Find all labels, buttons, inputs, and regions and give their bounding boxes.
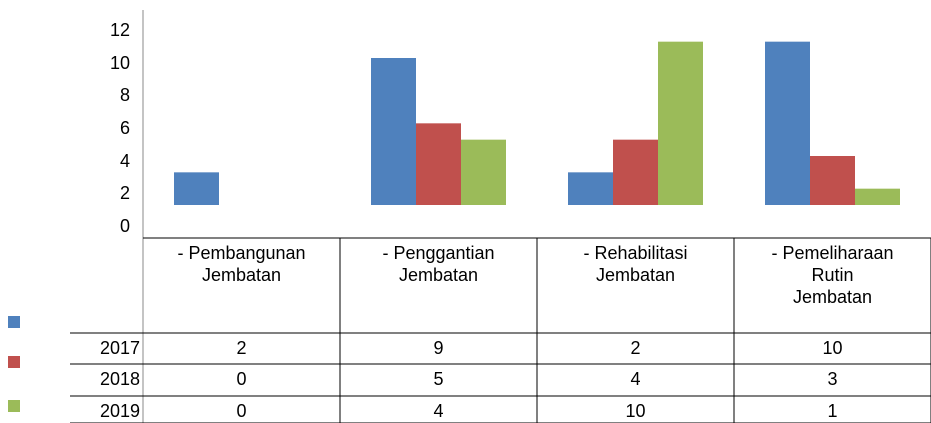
bar bbox=[810, 156, 855, 205]
table-cell: 10 bbox=[822, 338, 843, 358]
bar bbox=[658, 41, 703, 205]
series-name: 2018 bbox=[99, 369, 140, 389]
series-name: 2019 bbox=[99, 401, 140, 421]
y-tick-label: 12 bbox=[109, 20, 130, 40]
table-cell: 0 bbox=[236, 401, 247, 421]
bar bbox=[855, 188, 900, 205]
table-cell: 5 bbox=[433, 369, 444, 389]
y-tick-label: 4 bbox=[119, 150, 130, 171]
table-cell: 0 bbox=[236, 369, 247, 389]
table-cell: 9 bbox=[433, 338, 444, 358]
bar bbox=[371, 58, 416, 205]
table-cell: 10 bbox=[625, 401, 646, 421]
y-tick-label: 10 bbox=[109, 52, 130, 73]
table-cell: 4 bbox=[433, 401, 444, 421]
table-cell: 4 bbox=[630, 369, 641, 389]
legend-swatch bbox=[8, 400, 20, 412]
y-tick-label: 8 bbox=[119, 85, 130, 106]
category-label: - Pembangunan Jembatan bbox=[177, 243, 306, 285]
bar bbox=[416, 123, 461, 205]
bar bbox=[765, 41, 810, 205]
category-label: - Penggantian Jembatan bbox=[382, 243, 495, 285]
legend-swatch bbox=[8, 316, 20, 328]
y-tick-label: 6 bbox=[119, 118, 130, 138]
category-label: - Rehabilitasi Jembatan bbox=[583, 243, 688, 285]
bar bbox=[568, 172, 613, 205]
series-name: 2017 bbox=[99, 338, 140, 358]
y-tick-label: 2 bbox=[119, 183, 130, 204]
legend-swatch bbox=[8, 356, 20, 368]
y-tick-label: 0 bbox=[119, 216, 130, 236]
bar bbox=[461, 139, 506, 205]
table-cell: 1 bbox=[827, 401, 838, 421]
table-cell: 2 bbox=[630, 338, 641, 358]
bar bbox=[174, 172, 219, 205]
table-cell: 2 bbox=[236, 338, 247, 358]
bar bbox=[613, 139, 658, 205]
category-label: - Pemeliharaan Rutin Jembatan bbox=[771, 243, 894, 307]
table-cell: 3 bbox=[827, 369, 838, 389]
